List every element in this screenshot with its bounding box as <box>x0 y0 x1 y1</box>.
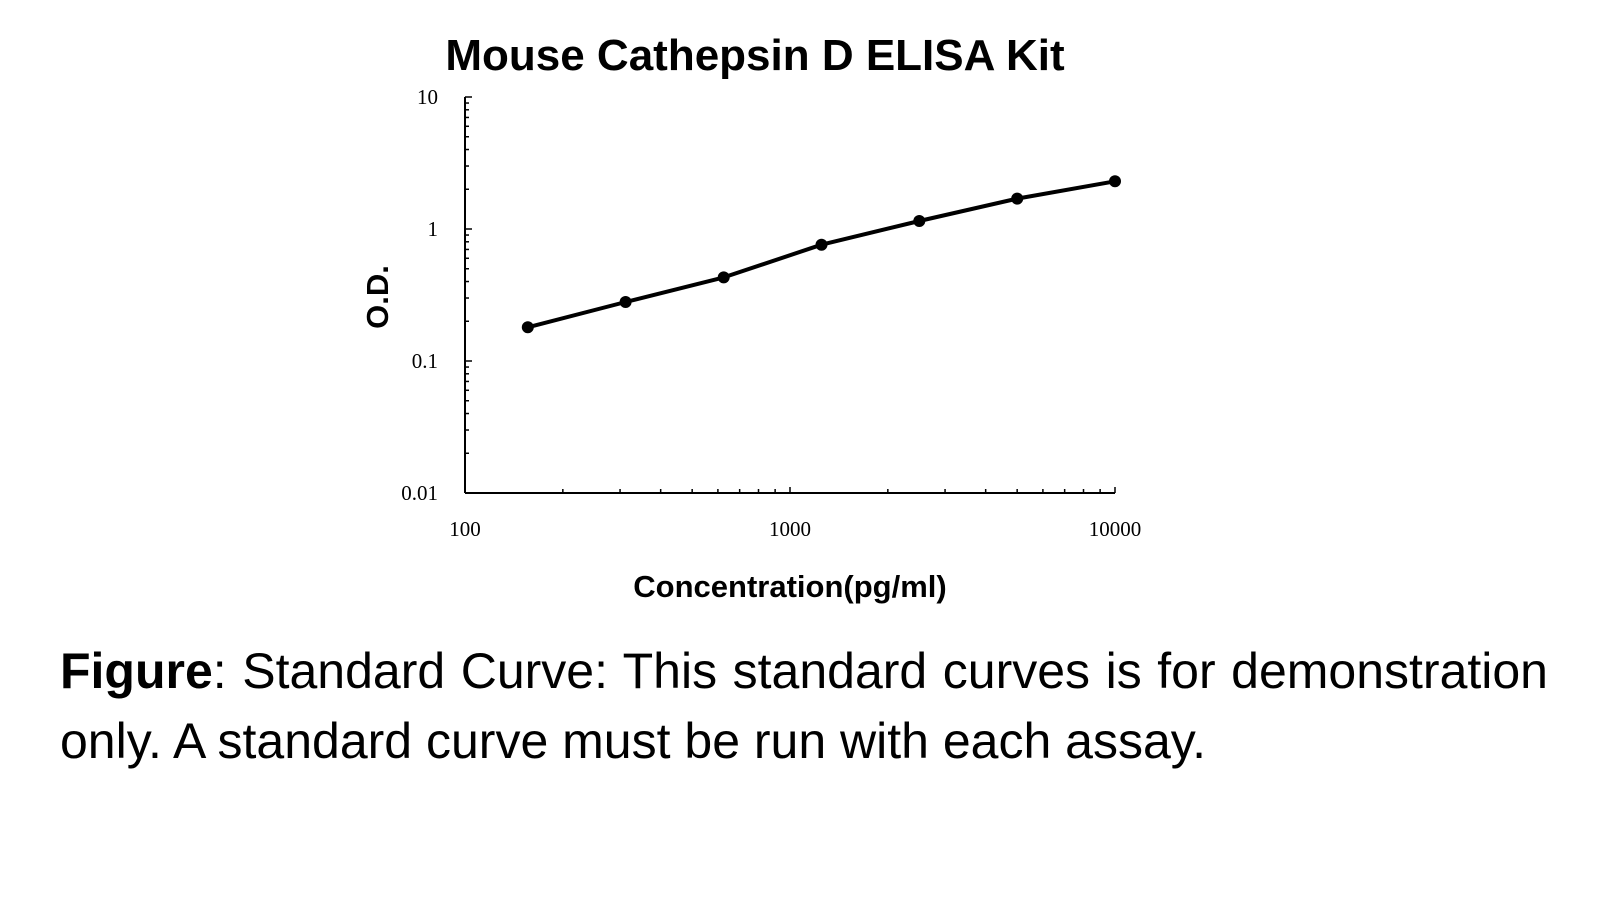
x-tick-label: 100 <box>449 517 481 541</box>
chart-axes <box>464 97 1115 494</box>
data-point <box>815 238 828 251</box>
x-axis-label: Concentration(pg/ml) <box>633 569 946 604</box>
figure-caption: Figure: Standard Curve: This standard cu… <box>60 636 1548 776</box>
caption-separator: : <box>212 643 227 699</box>
x-tick-label: 10000 <box>1089 517 1142 541</box>
caption-label: Figure <box>60 643 213 699</box>
data-point <box>1109 175 1121 188</box>
data-point <box>1011 192 1024 205</box>
y-tick-label: 0.1 <box>412 349 438 373</box>
data-point <box>717 271 730 284</box>
series-line <box>527 179 1116 330</box>
y-axis-label: O.D. <box>360 265 395 329</box>
data-point <box>619 296 632 308</box>
tick-labels: 100 1000 10000 0.01 0.1 1 10 <box>401 85 1141 541</box>
axis-ticks <box>464 96 1116 494</box>
data-series <box>521 175 1121 334</box>
y-tick-label: 1 <box>428 217 439 241</box>
data-point <box>521 321 534 334</box>
data-point <box>913 215 926 227</box>
standard-curve-chart: Mouse Cathepsin D ELISA Kit 100 1000 10000… <box>360 31 1141 604</box>
x-tick-label: 1000 <box>769 517 811 541</box>
caption-text: Standard Curve: This standard curves is … <box>60 643 1548 769</box>
y-tick-label: 0.01 <box>401 481 438 505</box>
chart-title: Mouse Cathepsin D ELISA Kit <box>445 31 1065 80</box>
y-tick-label: 10 <box>417 85 438 109</box>
